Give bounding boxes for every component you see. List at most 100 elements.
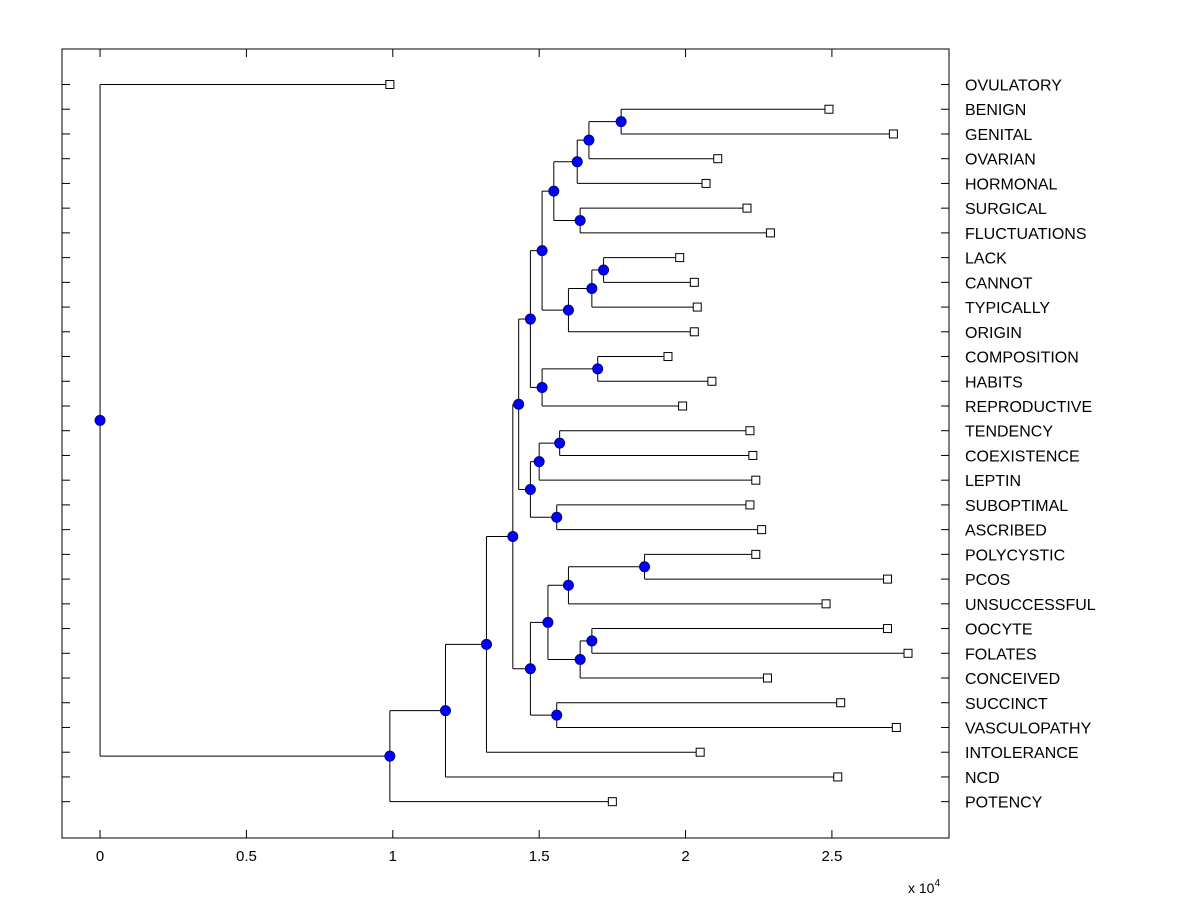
leaf-marker-intolerance <box>695 747 705 757</box>
leaf-label-unsuccessful: UNSUCCESSFUL <box>965 597 1096 614</box>
leaf-marker-hormonal <box>701 178 711 188</box>
leaf-marker-polycystic <box>751 549 761 559</box>
merge-node-n20 <box>586 635 598 647</box>
merge-node-n27 <box>439 705 451 717</box>
leaf-label-hormonal: HORMONAL <box>965 176 1058 193</box>
leaf-label-composition: COMPOSITION <box>965 350 1079 367</box>
x-axis-multiplier: x 104 <box>908 878 940 896</box>
merge-node-n6 <box>598 264 610 276</box>
plot-frame <box>61 48 950 839</box>
leaf-marker-composition <box>663 352 673 362</box>
leaf-label-genital: GENITAL <box>965 127 1032 144</box>
leaf-label-potency: POTENCY <box>965 795 1043 812</box>
leaf-marker-genital <box>888 129 898 139</box>
leaf-marker-coexistence <box>748 450 758 460</box>
merge-node-n12 <box>524 313 536 325</box>
leaf-marker-oocyte <box>883 624 893 634</box>
leaf-label-folates: FOLATES <box>965 646 1037 663</box>
leaf-label-pcos: PCOS <box>965 572 1010 589</box>
leaf-label-typically: TYPICALLY <box>965 300 1050 317</box>
merge-node-n17 <box>513 398 525 410</box>
leaf-marker-ovulatory <box>385 80 395 89</box>
merge-node-n1 <box>615 116 627 128</box>
leaf-label-benign: BENIGN <box>965 102 1026 119</box>
merge-node-n23 <box>551 709 563 721</box>
leaf-marker-lack <box>675 253 685 263</box>
merge-node-n3 <box>571 156 583 168</box>
x-tick-label: 2 <box>681 848 689 865</box>
leaf-label-surgical: SURGICAL <box>965 201 1047 218</box>
leaf-label-ascribed: ASCRIBED <box>965 523 1047 540</box>
leaf-label-intolerance: INTOLERANCE <box>965 745 1079 762</box>
leaf-marker-leptin <box>751 475 761 485</box>
branch-lines <box>99 84 909 803</box>
leaf-marker-cannot <box>689 277 699 287</box>
leaf-label-conceived: CONCEIVED <box>965 671 1060 688</box>
merge-node-n8 <box>562 304 574 316</box>
leaf-labels: OVULATORY BENIGN GENITAL OVARIAN HORMONAL SUR… <box>965 78 1096 812</box>
merge-node-n10 <box>592 363 604 375</box>
leaf-label-vasculopathy: VASCULOPATHY <box>965 720 1092 737</box>
leaf-marker-pcos <box>883 574 893 584</box>
merge-nodes <box>94 116 651 762</box>
leaf-label-ncd: NCD <box>965 770 1000 787</box>
leaf-label-lack: LACK <box>965 251 1007 268</box>
leaf-label-oocyte: OOCYTE <box>965 622 1033 639</box>
merge-node-n19 <box>562 579 574 591</box>
merge-node-n2 <box>583 134 595 146</box>
leaf-marker-typically <box>692 302 702 312</box>
leaf-label-leptin: LEPTIN <box>965 473 1021 490</box>
merge-node-n5 <box>548 185 560 197</box>
merge-node-n11 <box>536 381 548 393</box>
leaf-label-reproductive: REPRODUCTIVE <box>965 399 1092 416</box>
merge-node-n7 <box>586 283 598 295</box>
merge-node-n14 <box>533 456 545 468</box>
leaf-marker-potency <box>607 797 617 807</box>
leaf-marker-succinct <box>836 698 846 708</box>
leaf-marker-fluctuations <box>765 228 775 238</box>
leaf-marker-origin <box>689 327 699 337</box>
leaf-label-cannot: CANNOT <box>965 275 1033 292</box>
merge-node-n26 <box>480 638 492 650</box>
leaf-label-ovulatory: OVULATORY <box>965 78 1062 95</box>
leaf-markers <box>385 80 913 807</box>
x-tick-label: 1.5 <box>529 848 550 865</box>
leaf-label-polycystic: POLYCYSTIC <box>965 547 1065 564</box>
leaf-label-suboptimal: SUBOPTIMAL <box>965 498 1068 515</box>
leaf-label-succinct: SUCCINCT <box>965 696 1048 713</box>
leaf-label-ovarian: OVARIAN <box>965 152 1036 169</box>
x-tick-label: 1 <box>389 848 397 865</box>
leaf-marker-conceived <box>763 673 773 683</box>
x-tick-label: 0.5 <box>236 848 257 865</box>
leaf-label-fluctuations: FLUCTUATIONS <box>965 226 1086 243</box>
leaf-marker-ovarian <box>713 154 723 164</box>
merge-node-n13 <box>554 437 566 449</box>
leaf-label-tendency: TENDENCY <box>965 424 1053 441</box>
leaf-marker-vasculopathy <box>891 722 901 732</box>
merge-node-n21 <box>574 653 586 665</box>
leaf-marker-reproductive <box>678 401 688 411</box>
leaf-label-coexistence: COEXISTENCE <box>965 448 1080 465</box>
merge-node-n29 <box>94 414 106 426</box>
merge-node-n18 <box>639 561 651 573</box>
leaf-marker-tendency <box>745 426 755 436</box>
leaf-marker-surgical <box>742 203 752 213</box>
leaf-marker-ncd <box>833 772 843 782</box>
x-tick-label: 0 <box>96 848 104 865</box>
merge-node-n16 <box>524 483 536 495</box>
leaf-label-origin: ORIGIN <box>965 325 1022 342</box>
leaf-marker-benign <box>824 104 834 114</box>
x-tick-label: 2.5 <box>821 848 842 865</box>
leaf-marker-suboptimal <box>745 500 755 510</box>
merge-node-n24 <box>524 663 536 675</box>
merge-node-n15 <box>551 511 563 523</box>
leaf-marker-unsuccessful <box>821 599 831 609</box>
axes: 0 0.5 1 1.5 2 2.5 <box>61 48 950 865</box>
leaf-label-habits: HABITS <box>965 374 1023 391</box>
leaf-marker-ascribed <box>757 525 767 535</box>
leaf-marker-habits <box>707 376 717 386</box>
merge-node-n22 <box>542 616 554 628</box>
merge-node-n25 <box>507 530 519 542</box>
merge-node-n28 <box>384 750 396 762</box>
